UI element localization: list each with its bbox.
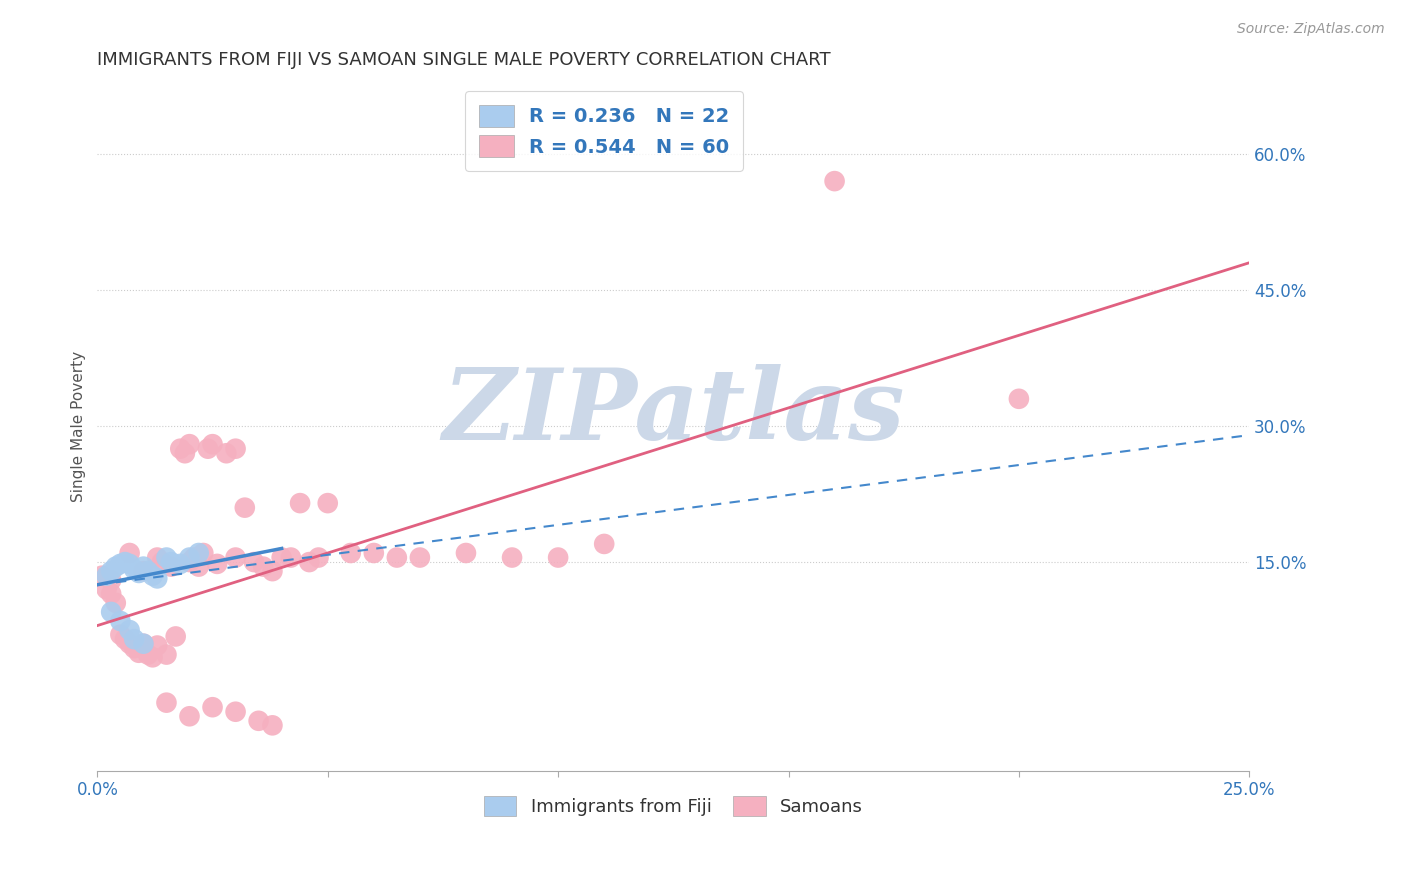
Point: [197, 442, 219, 456]
Point: [179, 555, 201, 569]
Point: [187, 559, 209, 574]
Point: [128, 646, 150, 660]
Point: [155, 696, 177, 710]
Point: [179, 550, 201, 565]
Point: [100, 587, 122, 601]
Point: [122, 641, 145, 656]
Point: [385, 550, 408, 565]
Point: [1008, 392, 1031, 406]
Point: [298, 555, 321, 569]
Point: [132, 637, 155, 651]
Point: [201, 700, 224, 714]
Point: [233, 500, 256, 515]
Point: [96, 568, 118, 582]
Y-axis label: Single Male Poverty: Single Male Poverty: [72, 351, 86, 501]
Point: [252, 559, 274, 574]
Point: [132, 637, 155, 651]
Point: [169, 442, 191, 456]
Point: [142, 650, 165, 665]
Point: [96, 582, 118, 597]
Point: [114, 555, 136, 569]
Point: [193, 546, 215, 560]
Point: [146, 571, 169, 585]
Point: [91, 568, 114, 582]
Point: [122, 632, 145, 647]
Point: [142, 568, 165, 582]
Point: [409, 550, 432, 565]
Point: [136, 564, 159, 578]
Point: [110, 557, 132, 571]
Point: [547, 550, 569, 565]
Point: [114, 632, 136, 647]
Point: [179, 709, 201, 723]
Point: [110, 614, 132, 628]
Point: [118, 557, 141, 571]
Point: [280, 550, 302, 565]
Point: [316, 496, 339, 510]
Point: [262, 718, 284, 732]
Point: [288, 496, 311, 510]
Point: [363, 546, 385, 560]
Point: [118, 637, 141, 651]
Point: [128, 566, 150, 580]
Point: [104, 596, 127, 610]
Point: [100, 564, 122, 578]
Point: [225, 550, 247, 565]
Point: [262, 564, 284, 578]
Point: [454, 546, 477, 560]
Point: [179, 437, 201, 451]
Point: [247, 714, 270, 728]
Point: [205, 557, 228, 571]
Point: [150, 555, 173, 569]
Point: [104, 559, 127, 574]
Point: [110, 627, 132, 641]
Text: Source: ZipAtlas.com: Source: ZipAtlas.com: [1237, 22, 1385, 37]
Point: [824, 174, 846, 188]
Point: [339, 546, 361, 560]
Point: [146, 550, 169, 565]
Point: [160, 559, 183, 574]
Point: [155, 648, 177, 662]
Text: IMMIGRANTS FROM FIJI VS SAMOAN SINGLE MALE POVERTY CORRELATION CHART: IMMIGRANTS FROM FIJI VS SAMOAN SINGLE MA…: [97, 51, 831, 69]
Point: [215, 446, 238, 460]
Point: [308, 550, 330, 565]
Point: [501, 550, 523, 565]
Point: [118, 623, 141, 637]
Point: [270, 550, 292, 565]
Point: [146, 639, 169, 653]
Point: [132, 559, 155, 574]
Point: [160, 555, 183, 569]
Point: [118, 546, 141, 560]
Point: [174, 446, 197, 460]
Point: [165, 630, 187, 644]
Point: [183, 550, 205, 565]
Point: [169, 557, 191, 571]
Point: [122, 562, 145, 576]
Point: [593, 537, 616, 551]
Text: ZIPatlas: ZIPatlas: [441, 364, 904, 460]
Point: [243, 555, 266, 569]
Point: [100, 605, 122, 619]
Point: [100, 573, 122, 587]
Legend: Immigrants from Fiji, Samoans: Immigrants from Fiji, Samoans: [477, 789, 870, 823]
Point: [155, 550, 177, 565]
Point: [225, 442, 247, 456]
Point: [132, 564, 155, 578]
Point: [201, 437, 224, 451]
Point: [187, 546, 209, 560]
Point: [136, 648, 159, 662]
Point: [225, 705, 247, 719]
